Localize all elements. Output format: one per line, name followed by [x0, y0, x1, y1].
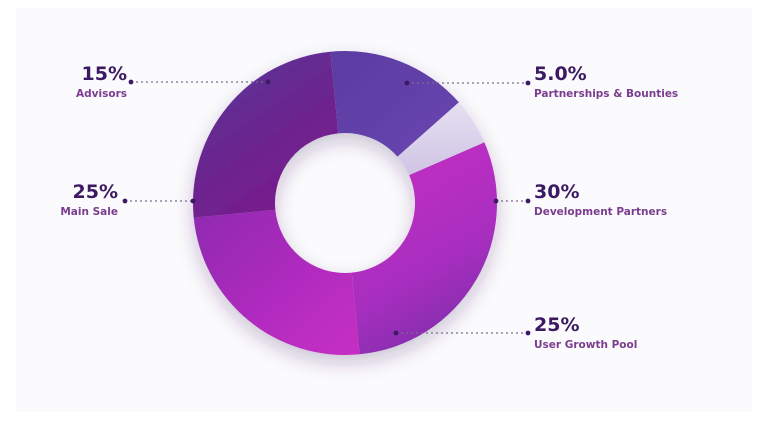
leader-dot-user-growth-pool-start: [393, 330, 399, 336]
slice-user-growth-pool: [193, 209, 360, 355]
leader-dot-development-partners-end: [525, 198, 531, 204]
leader-dot-advisors-end: [265, 79, 271, 85]
labels: 5.0% Partnerships & Bounties 30% Developmen…: [60, 63, 678, 351]
leader-dot-user-growth-pool-end: [525, 330, 531, 336]
leader-dot-advisors-start: [128, 79, 134, 85]
leader-dot-partnerships-bounties-end: [525, 80, 531, 86]
category-label-development-partners: Development Partners: [534, 206, 667, 218]
value-label-user-growth-pool: 25%: [534, 314, 579, 336]
category-label-advisors: Advisors: [76, 88, 127, 100]
value-label-main-sale: 25%: [73, 181, 118, 203]
slice-partnerships-bounties: [397, 102, 485, 176]
leader-lines: [122, 79, 531, 336]
value-label-development-partners: 30%: [534, 181, 579, 203]
value-label-partnerships-bounties: 5.0%: [534, 63, 587, 85]
slices: [193, 50, 498, 355]
category-label-partnerships-bounties: Partnerships & Bounties: [534, 88, 678, 100]
leader-dot-main-sale-end: [190, 198, 196, 204]
leader-dot-development-partners-start: [493, 198, 499, 204]
slice-development-partners: [351, 142, 498, 355]
category-label-main-sale: Main Sale: [60, 206, 118, 218]
leader-dot-partnerships-bounties-start: [404, 80, 410, 86]
value-label-advisors: 15%: [82, 63, 127, 85]
leader-dot-main-sale-start: [122, 198, 128, 204]
slice-main-sale: [193, 51, 339, 218]
category-label-user-growth-pool: User Growth Pool: [534, 339, 637, 351]
slice-advisors: [330, 50, 459, 157]
